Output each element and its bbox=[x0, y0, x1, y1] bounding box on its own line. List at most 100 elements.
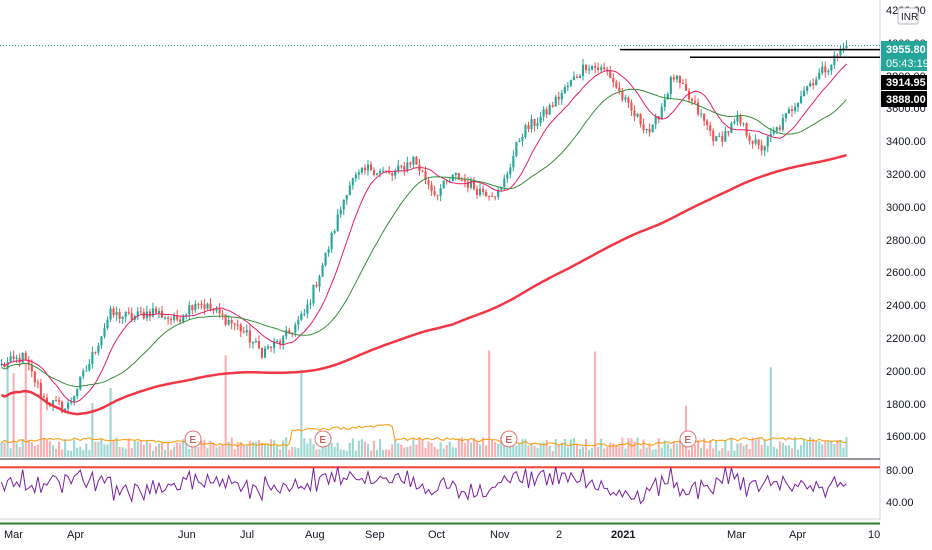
candle-body bbox=[575, 76, 579, 79]
volume-bar bbox=[306, 443, 309, 457]
candle-body bbox=[124, 312, 127, 317]
candle-body bbox=[581, 64, 585, 77]
candle-body bbox=[266, 346, 270, 349]
volume-bar bbox=[472, 437, 476, 457]
volume-bar bbox=[279, 449, 282, 457]
volume-bar bbox=[569, 439, 572, 457]
candle-body bbox=[276, 341, 279, 343]
earnings-marker-label: E bbox=[506, 435, 513, 446]
rsi-axis[interactable]: 80.00 40.00 bbox=[886, 465, 914, 509]
candle-body bbox=[515, 142, 518, 156]
volume-bar bbox=[733, 450, 736, 457]
volume-bar bbox=[609, 442, 612, 457]
volume-bar bbox=[112, 439, 115, 457]
volume-bar bbox=[18, 446, 21, 457]
candle-body bbox=[369, 164, 373, 171]
candle-body bbox=[403, 166, 406, 171]
volume-bar bbox=[242, 446, 245, 457]
candle-body bbox=[700, 113, 703, 115]
candle-body bbox=[636, 113, 639, 117]
candle-body bbox=[269, 346, 273, 348]
volume-bar bbox=[379, 439, 382, 457]
volume-bar bbox=[0, 442, 3, 457]
candle-body bbox=[157, 310, 161, 314]
candle-body bbox=[130, 313, 133, 320]
candle-body bbox=[336, 214, 339, 231]
volume-bar bbox=[469, 442, 473, 457]
volume-bar bbox=[73, 439, 76, 457]
volume-bar bbox=[721, 447, 724, 457]
candle-body bbox=[587, 69, 591, 71]
candle-body bbox=[591, 66, 594, 70]
earnings-marker[interactable]: E bbox=[500, 430, 518, 448]
candle-body bbox=[421, 170, 424, 172]
volume-bar bbox=[736, 443, 739, 457]
candle-body bbox=[224, 314, 227, 325]
earnings-marker[interactable]: E bbox=[679, 430, 697, 448]
candle-body bbox=[424, 171, 427, 181]
volume-bar bbox=[757, 438, 760, 457]
candle-body bbox=[254, 340, 257, 343]
candle-body bbox=[167, 317, 170, 319]
candle-body bbox=[306, 304, 309, 314]
time-label: 10 bbox=[868, 529, 880, 541]
volume-bar bbox=[342, 449, 345, 457]
volume-bar bbox=[751, 437, 754, 457]
candle-body bbox=[27, 359, 30, 365]
volume-bar bbox=[475, 441, 479, 457]
volume-bar bbox=[603, 448, 606, 457]
volume-bar bbox=[727, 450, 730, 457]
volume-bar bbox=[348, 442, 351, 457]
candle-body bbox=[106, 319, 109, 329]
volume-bar bbox=[724, 439, 727, 457]
candle-body bbox=[30, 364, 33, 372]
volume-bar bbox=[185, 439, 188, 457]
candle-body bbox=[781, 118, 784, 130]
earnings-marker[interactable]: E bbox=[184, 430, 202, 448]
volume-bar bbox=[845, 437, 848, 457]
volume-bar bbox=[597, 446, 600, 457]
volume-bar bbox=[466, 439, 469, 457]
earnings-marker[interactable]: E bbox=[314, 430, 332, 448]
currency-badge[interactable]: INR bbox=[897, 7, 919, 25]
time-label: Mar bbox=[727, 529, 746, 541]
candle-body bbox=[215, 308, 218, 311]
volume-bar bbox=[188, 448, 191, 457]
volume-bar bbox=[282, 440, 285, 457]
candle-body bbox=[472, 180, 476, 190]
candle-body bbox=[79, 376, 82, 390]
candle-body bbox=[675, 75, 678, 80]
volume-bar bbox=[345, 450, 348, 457]
candle-body bbox=[551, 105, 554, 107]
candle-body bbox=[742, 123, 745, 125]
volume-bar bbox=[288, 449, 291, 457]
volume-bar bbox=[675, 443, 678, 457]
earnings-marker-circle bbox=[184, 430, 202, 448]
candle-body bbox=[230, 320, 233, 324]
candle-body bbox=[827, 70, 830, 73]
candle-body bbox=[560, 93, 563, 100]
candle-body bbox=[569, 80, 572, 86]
volume-bar bbox=[454, 447, 457, 457]
volume-bar bbox=[324, 444, 327, 457]
candle-body bbox=[733, 121, 736, 124]
time-axis[interactable]: Mar Apr Jun Jul Aug Sep Oct Nov 2 2021 M… bbox=[4, 529, 880, 541]
candle-body bbox=[706, 120, 709, 126]
volume-bar bbox=[385, 449, 388, 457]
candle-body bbox=[600, 67, 603, 71]
volume-bar bbox=[221, 444, 224, 457]
earnings-marker-circle bbox=[500, 430, 518, 448]
earnings-marker-label: E bbox=[320, 435, 327, 446]
price-tick-label: 1800.00 bbox=[886, 399, 926, 411]
candle-body bbox=[151, 308, 155, 317]
candle-body bbox=[263, 348, 267, 358]
candle-body bbox=[678, 75, 681, 83]
candle-body bbox=[697, 102, 700, 115]
volume-bar bbox=[781, 442, 784, 457]
volume-bar bbox=[509, 444, 512, 457]
volume-bars bbox=[0, 350, 848, 457]
volume-bar bbox=[618, 445, 621, 457]
volume-bar bbox=[591, 447, 594, 457]
